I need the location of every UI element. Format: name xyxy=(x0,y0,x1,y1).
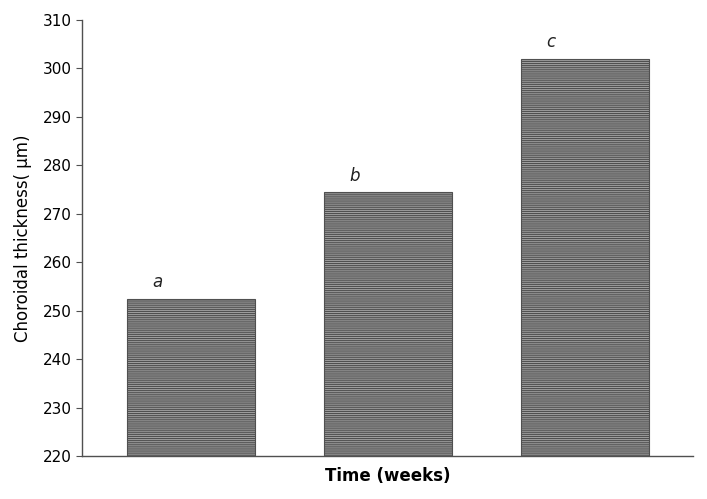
Text: b: b xyxy=(349,167,360,185)
X-axis label: Time (weeks): Time (weeks) xyxy=(325,467,450,485)
Bar xyxy=(521,59,649,456)
Y-axis label: Choroidal thickness( μm): Choroidal thickness( μm) xyxy=(14,134,32,342)
Text: c: c xyxy=(547,33,556,51)
Bar xyxy=(324,192,452,456)
Text: a: a xyxy=(152,273,163,291)
Bar xyxy=(127,298,255,456)
